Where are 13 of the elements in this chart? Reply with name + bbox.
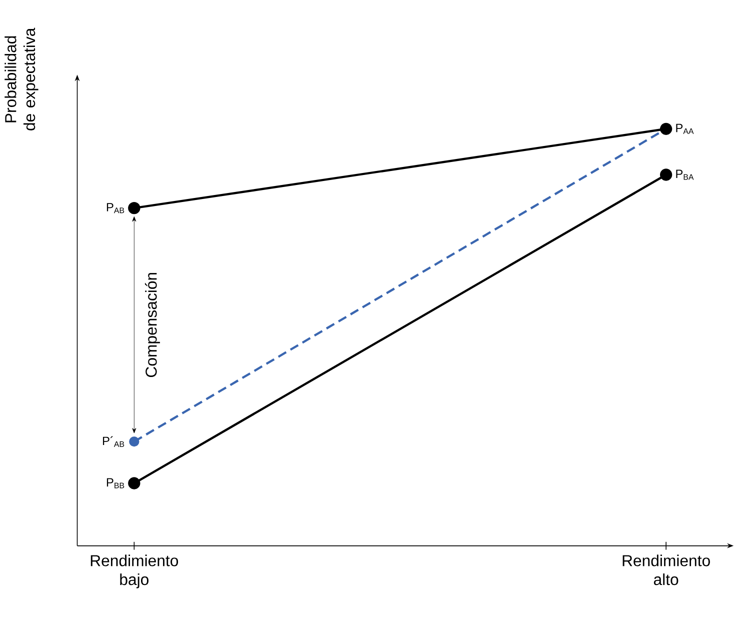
x-tick-label: Rendimiento alto	[622, 554, 710, 585]
annotation: P$_{AA}$	[676, 124, 694, 134]
y-axis-title: Probabilidad de expectativa	[4, 28, 38, 130]
annotation: P$_{BA}$	[676, 170, 694, 180]
annotation: P$_{AB}$	[106, 202, 124, 213]
point	[128, 476, 140, 490]
x-tick-label: Rendimiento bajo	[90, 554, 178, 588]
annotation: P$_{BB}$	[106, 478, 124, 488]
annotation: P´$_{AB}$	[102, 436, 124, 447]
point	[129, 436, 140, 446]
point	[660, 168, 672, 181]
annotation: Compensación	[144, 272, 160, 377]
point	[128, 202, 140, 214]
